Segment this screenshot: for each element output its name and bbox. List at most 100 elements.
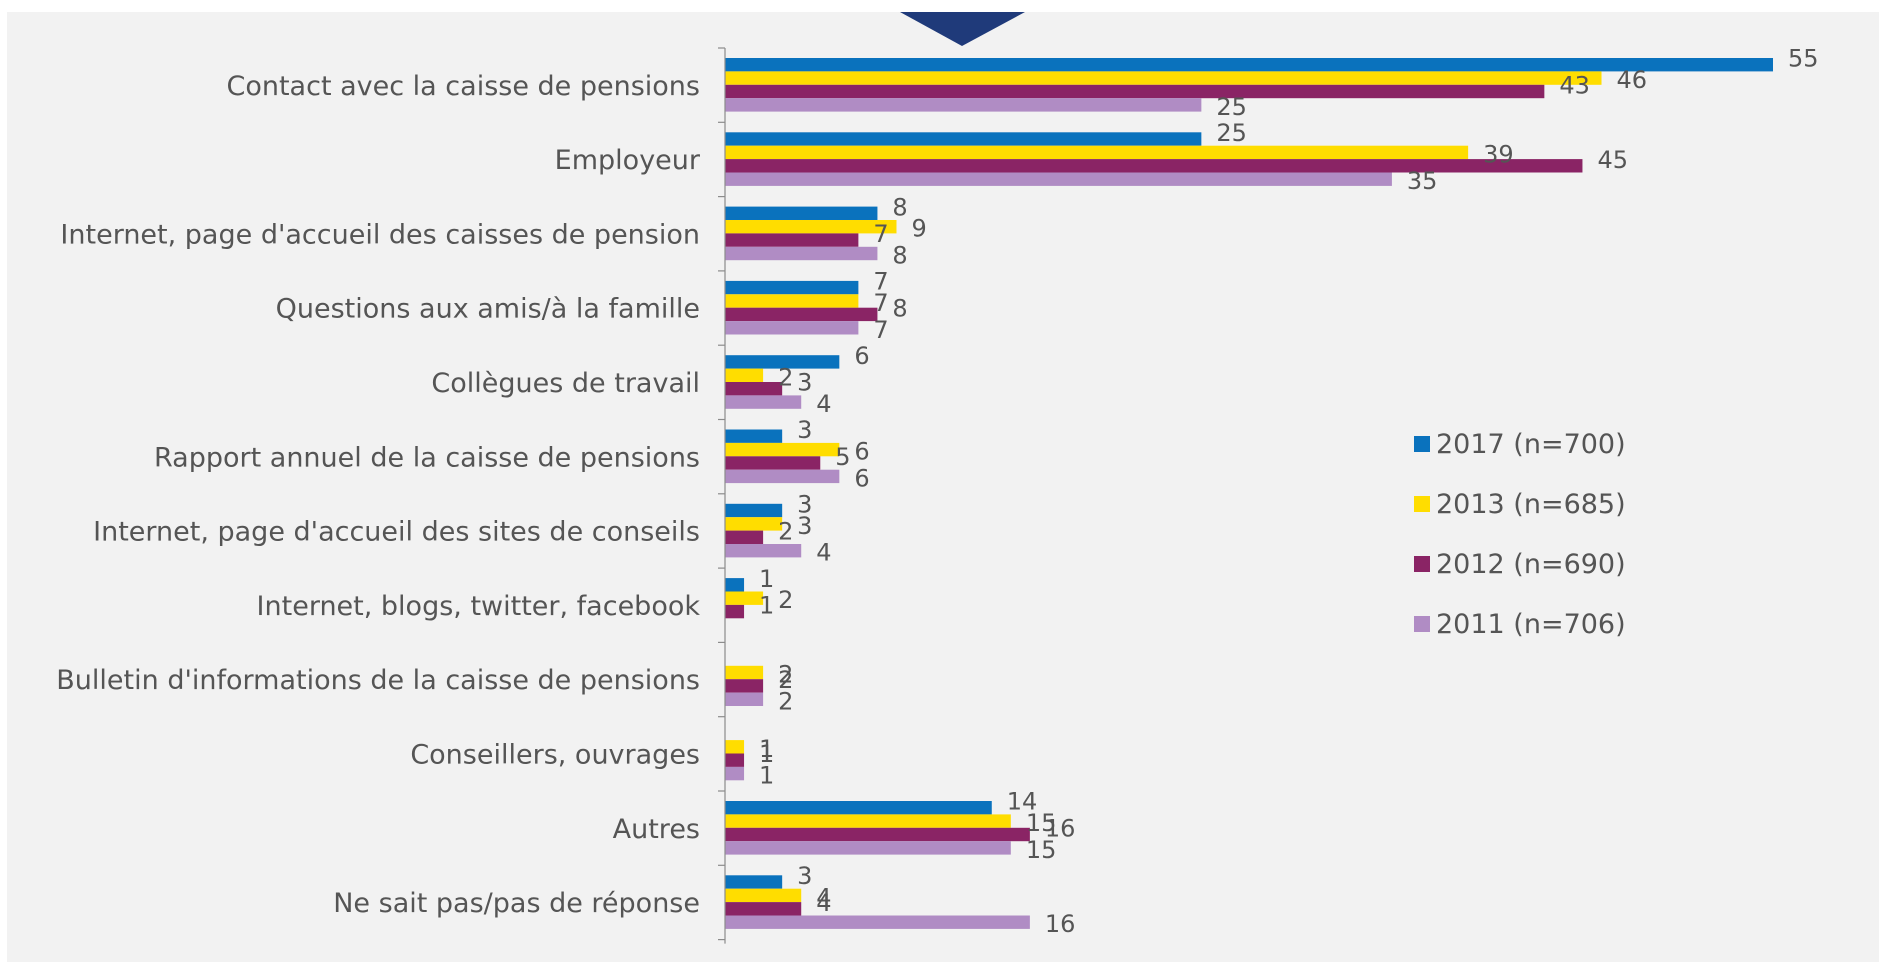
category-label: Autres — [613, 814, 700, 845]
category-label: Contact avec la caisse de pensions — [226, 71, 700, 102]
bar-value-label: 7 — [873, 268, 888, 296]
header-arrow — [900, 12, 1025, 46]
bar-value-label: 2 — [778, 666, 793, 694]
bar-value-label: 7 — [873, 220, 888, 248]
bar — [725, 827, 1030, 842]
bar — [725, 159, 1583, 173]
bar — [725, 355, 840, 369]
bars — [725, 58, 1773, 929]
bar — [725, 172, 1392, 186]
category-label: Employeur — [555, 145, 701, 176]
bar-value-label: 6 — [854, 464, 869, 492]
category-label: Rapport annuel de la caisse de pensions — [154, 442, 700, 473]
bar-value-label: 39 — [1483, 140, 1514, 168]
bar — [725, 132, 1202, 146]
bar — [725, 915, 1030, 929]
bar-value-label: 2 — [778, 586, 793, 614]
bar-value-label: 9 — [911, 215, 926, 243]
bar — [725, 888, 802, 903]
bar — [725, 98, 1202, 112]
bar-value-label: 5 — [835, 443, 850, 471]
bar-value-label: 43 — [1559, 72, 1590, 100]
bar-value-label: 7 — [873, 289, 888, 317]
bar-value-label: 8 — [892, 193, 907, 221]
bar-value-label: 1 — [759, 565, 774, 593]
bar — [725, 503, 783, 518]
bar — [725, 395, 802, 409]
bar-value-label: 3 — [797, 862, 812, 890]
category-label: Collègues de travail — [431, 368, 700, 399]
bar-value-label: 4 — [816, 390, 831, 418]
bar-value-label: 2 — [778, 517, 793, 545]
legend-label: 2017 (n=700) — [1436, 429, 1626, 460]
bar — [725, 665, 764, 680]
bar — [725, 246, 878, 261]
category-label: Bulletin d'informations de la caisse de … — [56, 665, 700, 696]
legend-swatch — [1414, 496, 1430, 512]
bar-value-label: 8 — [892, 294, 907, 322]
bar-value-label: 3 — [797, 369, 812, 397]
bar — [725, 766, 745, 781]
bar — [725, 692, 764, 706]
bar-value-label: 7 — [873, 316, 888, 344]
bar — [725, 368, 764, 382]
bar — [725, 875, 783, 889]
category-label: Ne sait pas/pas de réponse — [333, 888, 700, 919]
bar-value-label: 6 — [854, 342, 869, 370]
bar — [725, 469, 840, 484]
category-label: Internet, blogs, twitter, facebook — [257, 591, 701, 622]
bar-value-label: 45 — [1597, 146, 1628, 174]
bar — [725, 294, 859, 308]
legend-swatch — [1414, 436, 1430, 452]
bar-value-label: 3 — [797, 491, 812, 519]
bar-value-label: 25 — [1216, 119, 1247, 147]
category-labels: Contact avec la caisse de pensions Employ… — [56, 71, 701, 919]
bar — [725, 382, 783, 396]
bar-value-label: 16 — [1045, 815, 1076, 843]
bar-value-label: 46 — [1617, 66, 1648, 94]
bar — [725, 220, 897, 234]
legend-swatch — [1414, 616, 1430, 632]
bar — [725, 902, 802, 916]
bar — [725, 280, 859, 295]
category-label: Conseillers, ouvrages — [410, 740, 700, 771]
bar-value-label: 6 — [854, 438, 869, 466]
bar-value-label: 25 — [1216, 93, 1247, 121]
bar — [725, 442, 840, 457]
bar — [725, 84, 1545, 99]
bar-value-label: 8 — [892, 242, 907, 270]
bar — [725, 206, 878, 220]
bar-value-label: 4 — [816, 539, 831, 567]
bar — [725, 530, 764, 544]
bar-value-label: 15 — [1026, 809, 1057, 837]
bar — [725, 321, 859, 335]
bar — [725, 544, 802, 558]
legend-label: 2012 (n=690) — [1436, 549, 1626, 580]
bar — [725, 740, 745, 754]
bar — [725, 517, 783, 531]
bar-value-label: 2 — [778, 363, 793, 391]
bar — [725, 429, 783, 443]
category-label: Questions aux amis/à la famille — [276, 294, 700, 325]
bar — [725, 233, 859, 247]
bar — [725, 145, 1469, 160]
y-axis — [718, 47, 726, 944]
bar-value-label: 4 — [816, 889, 831, 917]
bar — [725, 801, 992, 815]
bar-value-label: 3 — [797, 416, 812, 444]
top-strip — [0, 0, 1879, 12]
bar-value-label: 16 — [1045, 910, 1076, 938]
bar — [725, 841, 1011, 855]
bar-value-label: 1 — [759, 592, 774, 620]
bar — [725, 753, 745, 767]
bar-value-label: 2 — [778, 687, 793, 715]
bar — [725, 679, 764, 693]
bar-value-label: 3 — [797, 512, 812, 540]
legend-label: 2013 (n=685) — [1436, 489, 1626, 520]
bar-value-label: 4 — [816, 883, 831, 911]
bar — [725, 578, 745, 592]
bar-value-label: 1 — [759, 740, 774, 768]
